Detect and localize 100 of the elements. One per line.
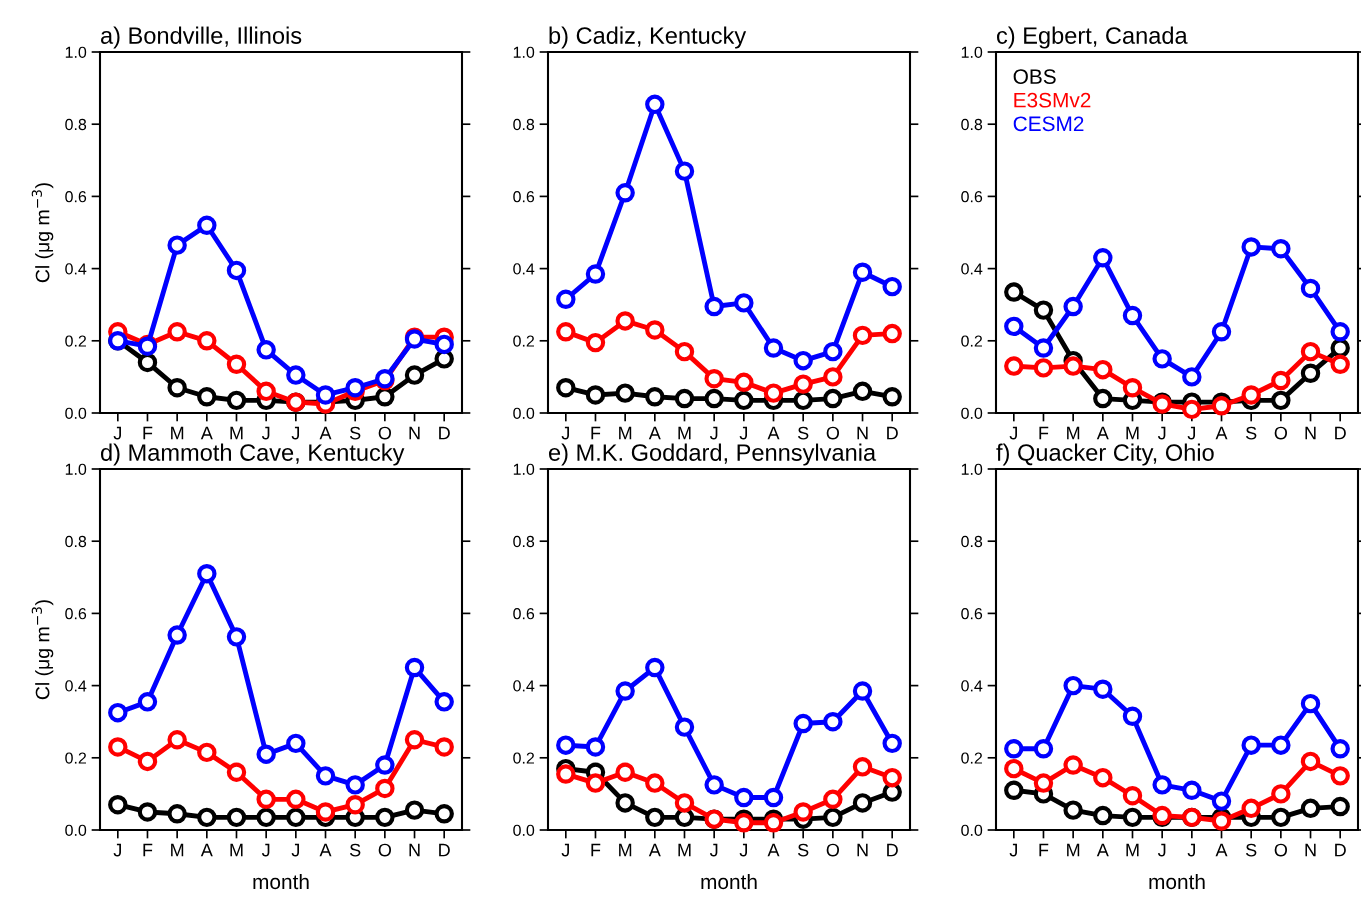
y-tick-label: 0.4	[65, 263, 87, 275]
y-tick-label: 0.0	[961, 824, 983, 836]
x-tick-label: M	[1126, 843, 1139, 857]
y-tick-label: 0.4	[961, 263, 983, 275]
y-tick-label: 1.0	[513, 463, 535, 475]
x-tick-label: S	[1245, 843, 1257, 857]
x-tick-label: O	[826, 843, 840, 857]
x-tick-label: S	[1245, 426, 1257, 440]
text: E3SMv2	[1014, 92, 1091, 108]
y-tick-label: 0.2	[961, 335, 983, 347]
y-tick-label: 1.0	[65, 463, 87, 475]
x-tick-label: J	[1187, 843, 1196, 857]
x-tick-label: J	[261, 426, 270, 440]
x-tick-label: A	[648, 426, 661, 440]
x-tick-label: M	[1126, 426, 1139, 440]
x-tick-label: A	[767, 843, 780, 857]
x-tick-label: O	[1274, 843, 1288, 857]
text: OBS	[1013, 69, 1056, 84]
y-tick-label: 1.0	[513, 46, 535, 58]
y-tick-label: 0.6	[961, 608, 983, 620]
x-tick-label: M	[619, 426, 632, 440]
x-tick-label: F	[1039, 426, 1049, 440]
x-tick-label: J	[561, 426, 569, 440]
chart-title: e) M.K. Goddard, Pennsylvania	[549, 443, 877, 466]
y-tick-label: 0.6	[513, 608, 535, 620]
y-tick-label: 0.0	[513, 407, 535, 419]
x-tick-label: N	[857, 426, 868, 440]
x-tick-label: J	[709, 843, 718, 857]
x-tick-label: O	[1274, 426, 1288, 440]
x-tick-label: J	[261, 843, 270, 857]
y-tick-label: 0.0	[961, 407, 983, 419]
x-tick-label: J	[113, 843, 121, 857]
x-tick-label: J	[739, 843, 748, 857]
x-tick-label: S	[349, 426, 361, 440]
y-tick-label: 0.6	[513, 191, 535, 203]
x-tick-label: O	[826, 426, 840, 440]
x-tick-label: M	[678, 843, 691, 857]
x-tick-label: M	[171, 843, 184, 857]
x-tick-label: S	[349, 843, 361, 857]
x-tick-label: A	[648, 843, 661, 857]
chart-title: a) Bondville, Illinois	[101, 26, 302, 49]
x-tick-label: N	[409, 843, 420, 857]
x-tick-label: A	[767, 426, 780, 440]
x-tick-label: F	[591, 843, 601, 857]
y-axis-title: Cl (μg m$^{−3}$)	[31, 183, 54, 283]
x-tick-label: A	[1096, 843, 1109, 857]
y-tick-label: 0.4	[513, 680, 535, 692]
x-tick-label: J	[739, 426, 748, 440]
x-tick-label: J	[113, 426, 121, 440]
y-tick-label: 0.2	[65, 752, 87, 764]
y-tick-label: 0.2	[961, 752, 983, 764]
x-tick-label: J	[1009, 426, 1017, 440]
y-tick-label: 1.0	[65, 46, 87, 58]
y-tick-label: 0.6	[65, 608, 87, 620]
y-tick-label: 0.2	[65, 335, 87, 347]
x-tick-label: A	[1215, 843, 1228, 857]
x-tick-label: A	[319, 426, 332, 440]
x-tick-label: J	[1009, 843, 1017, 857]
x-tick-label: J	[291, 426, 300, 440]
x-tick-label: M	[619, 843, 632, 857]
x-tick-label: D	[887, 426, 898, 440]
x-tick-label: A	[1215, 426, 1228, 440]
x-tick-label: M	[230, 426, 243, 440]
chart-title: f) Quacker City, Ohio	[996, 443, 1214, 466]
x-tick-label: D	[1335, 843, 1346, 857]
y-tick-label: 0.6	[65, 191, 87, 203]
x-tick-label: O	[378, 426, 392, 440]
y-axis-title: Cl (μg m$^{−3}$)	[31, 600, 54, 700]
x-tick-label: F	[143, 426, 153, 440]
x-tick-label: M	[230, 843, 243, 857]
y-tick-label: 0.8	[513, 118, 535, 131]
y-tick-label: 0.8	[513, 535, 535, 548]
x-tick-label: F	[1039, 843, 1049, 857]
x-tick-label: A	[1096, 426, 1109, 440]
x-tick-label: F	[143, 843, 153, 857]
text: CESM2	[1013, 116, 1084, 132]
y-tick-label: 0.4	[513, 263, 535, 275]
y-tick-label: 0.0	[65, 824, 87, 836]
x-tick-label: N	[1305, 843, 1316, 857]
chart-title: c) Egbert, Canada	[997, 26, 1188, 49]
x-tick-label: A	[200, 426, 213, 440]
x-tick-label: D	[439, 426, 450, 440]
x-tick-label: O	[378, 843, 392, 857]
x-tick-label: D	[887, 843, 898, 857]
x-tick-label: N	[1305, 426, 1316, 440]
x-tick-label: M	[171, 426, 184, 440]
y-tick-label: 0.8	[65, 535, 87, 548]
x-axis-title: month	[253, 873, 309, 890]
y-tick-label: 0.0	[513, 824, 535, 836]
x-tick-label: N	[857, 843, 868, 857]
y-tick-label: 0.0	[65, 407, 87, 419]
y-tick-label: 0.2	[513, 335, 535, 347]
x-tick-label: J	[561, 843, 569, 857]
chart-title: b) Cadiz, Kentucky	[549, 26, 747, 49]
y-tick-label: 0.4	[65, 680, 87, 692]
x-tick-label: J	[291, 843, 300, 857]
x-tick-label: J	[1157, 843, 1166, 857]
y-tick-label: 0.8	[65, 118, 87, 131]
y-tick-label: 0.8	[961, 535, 983, 548]
y-tick-label: 0.8	[961, 118, 983, 131]
